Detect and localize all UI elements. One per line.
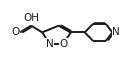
Text: O: O: [59, 39, 68, 49]
Text: N: N: [112, 27, 120, 37]
Text: O: O: [11, 27, 20, 37]
Text: OH: OH: [23, 13, 39, 23]
Text: N: N: [46, 39, 53, 49]
